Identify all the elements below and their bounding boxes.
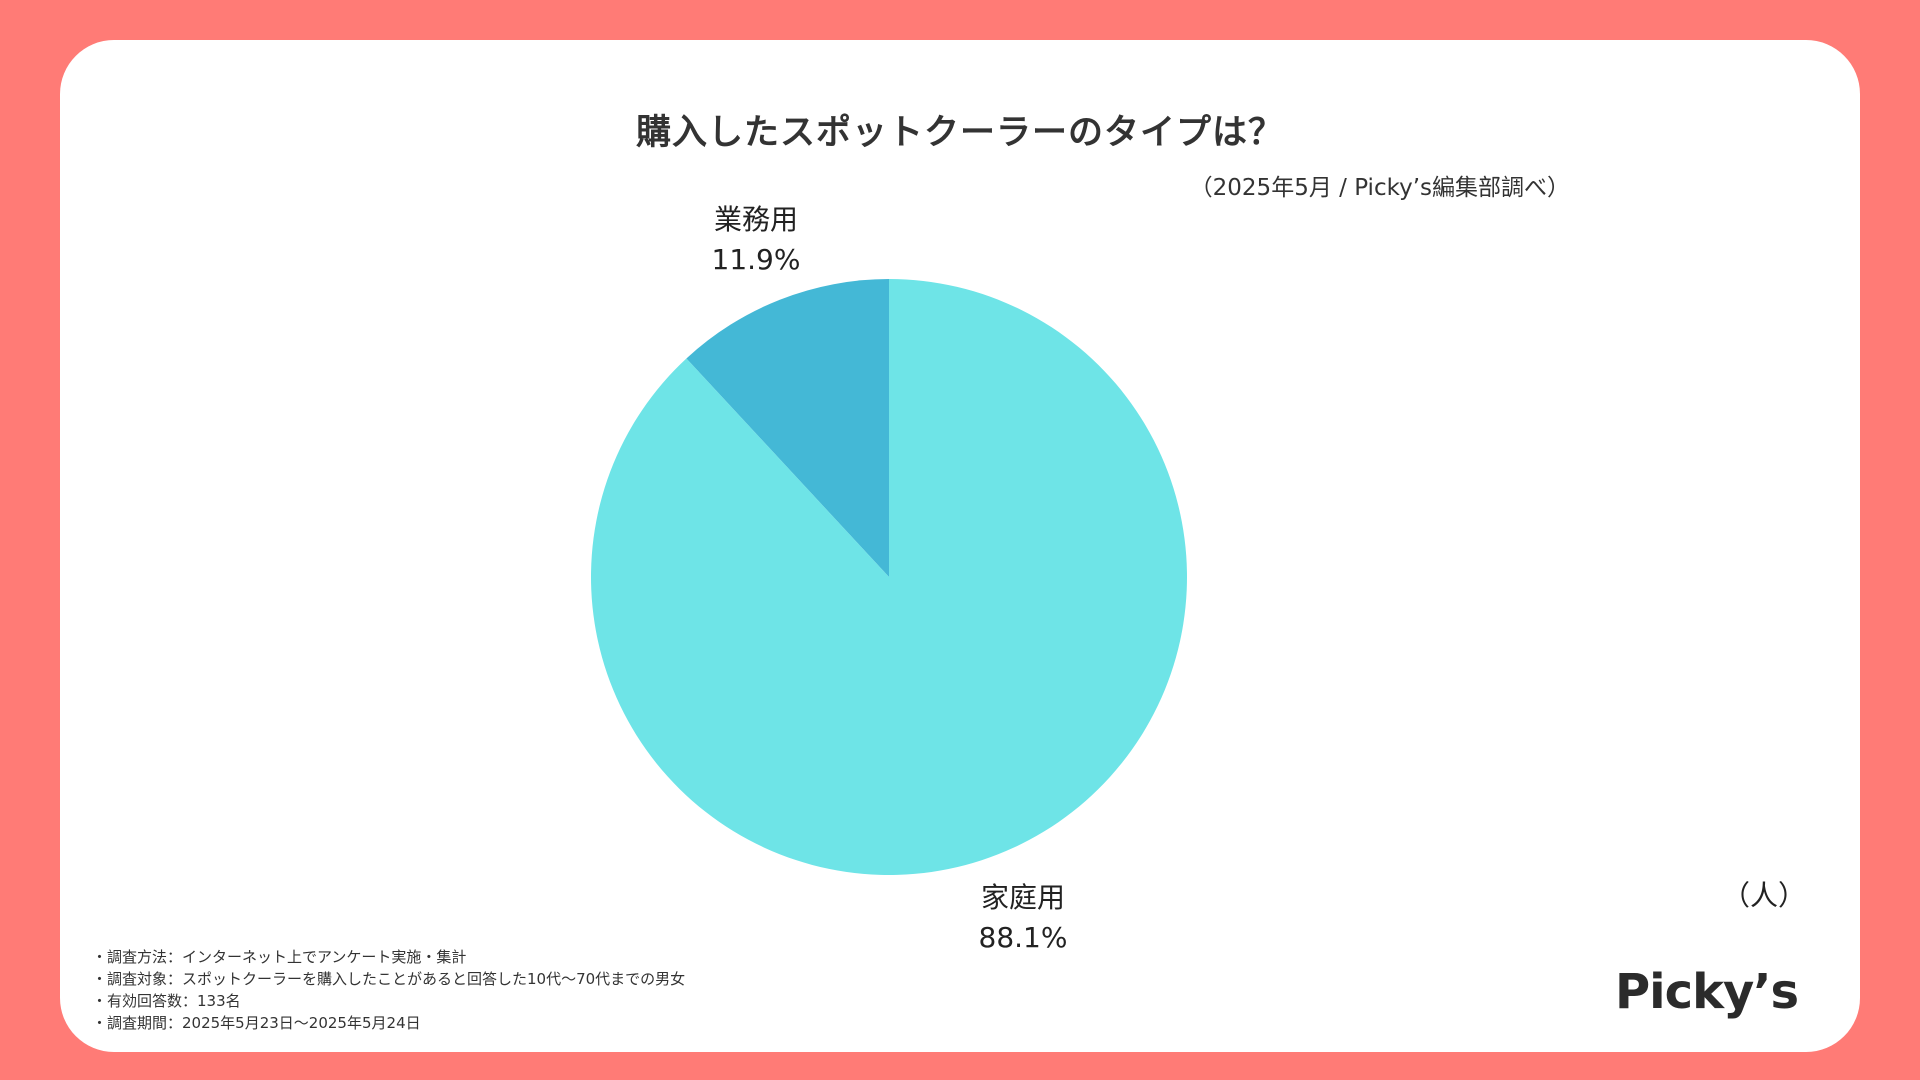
note-count: ・有効回答数：133名 [92, 992, 241, 1010]
note-period: ・調査期間：2025年5月23日〜2025年5月24日 [92, 1014, 421, 1032]
slice-label-home: 家庭用 88.1% [913, 878, 1133, 958]
unit-label: （人） [1722, 879, 1807, 912]
source-note: （2025年5月 / Picky’s編集部調べ） [1189, 175, 1570, 201]
survey-notes: ・調査方法：インターネット上でアンケート実施・集計 ・調査対象：スポットクーラー… [92, 946, 685, 1034]
note-method: ・調査方法：インターネット上でアンケート実施・集計 [92, 948, 467, 966]
slice-name-business: 業務用 [713, 203, 798, 236]
slice-label-business: 業務用 11.9% [646, 200, 866, 280]
picky-logo: Picky’s [1615, 964, 1799, 1020]
slice-value-home: 88.1% [978, 921, 1068, 954]
pie-slice-home [591, 279, 1188, 876]
chart-title: 購入したスポットクーラーのタイプは？ [635, 113, 1284, 153]
pie-slice-business [686, 279, 889, 577]
slice-name-home: 家庭用 [980, 881, 1065, 914]
note-target: ・調査対象：スポットクーラーを購入したことがあると回答した10代〜70代までの男… [92, 970, 686, 988]
slice-value-business: 11.9% [711, 243, 801, 276]
